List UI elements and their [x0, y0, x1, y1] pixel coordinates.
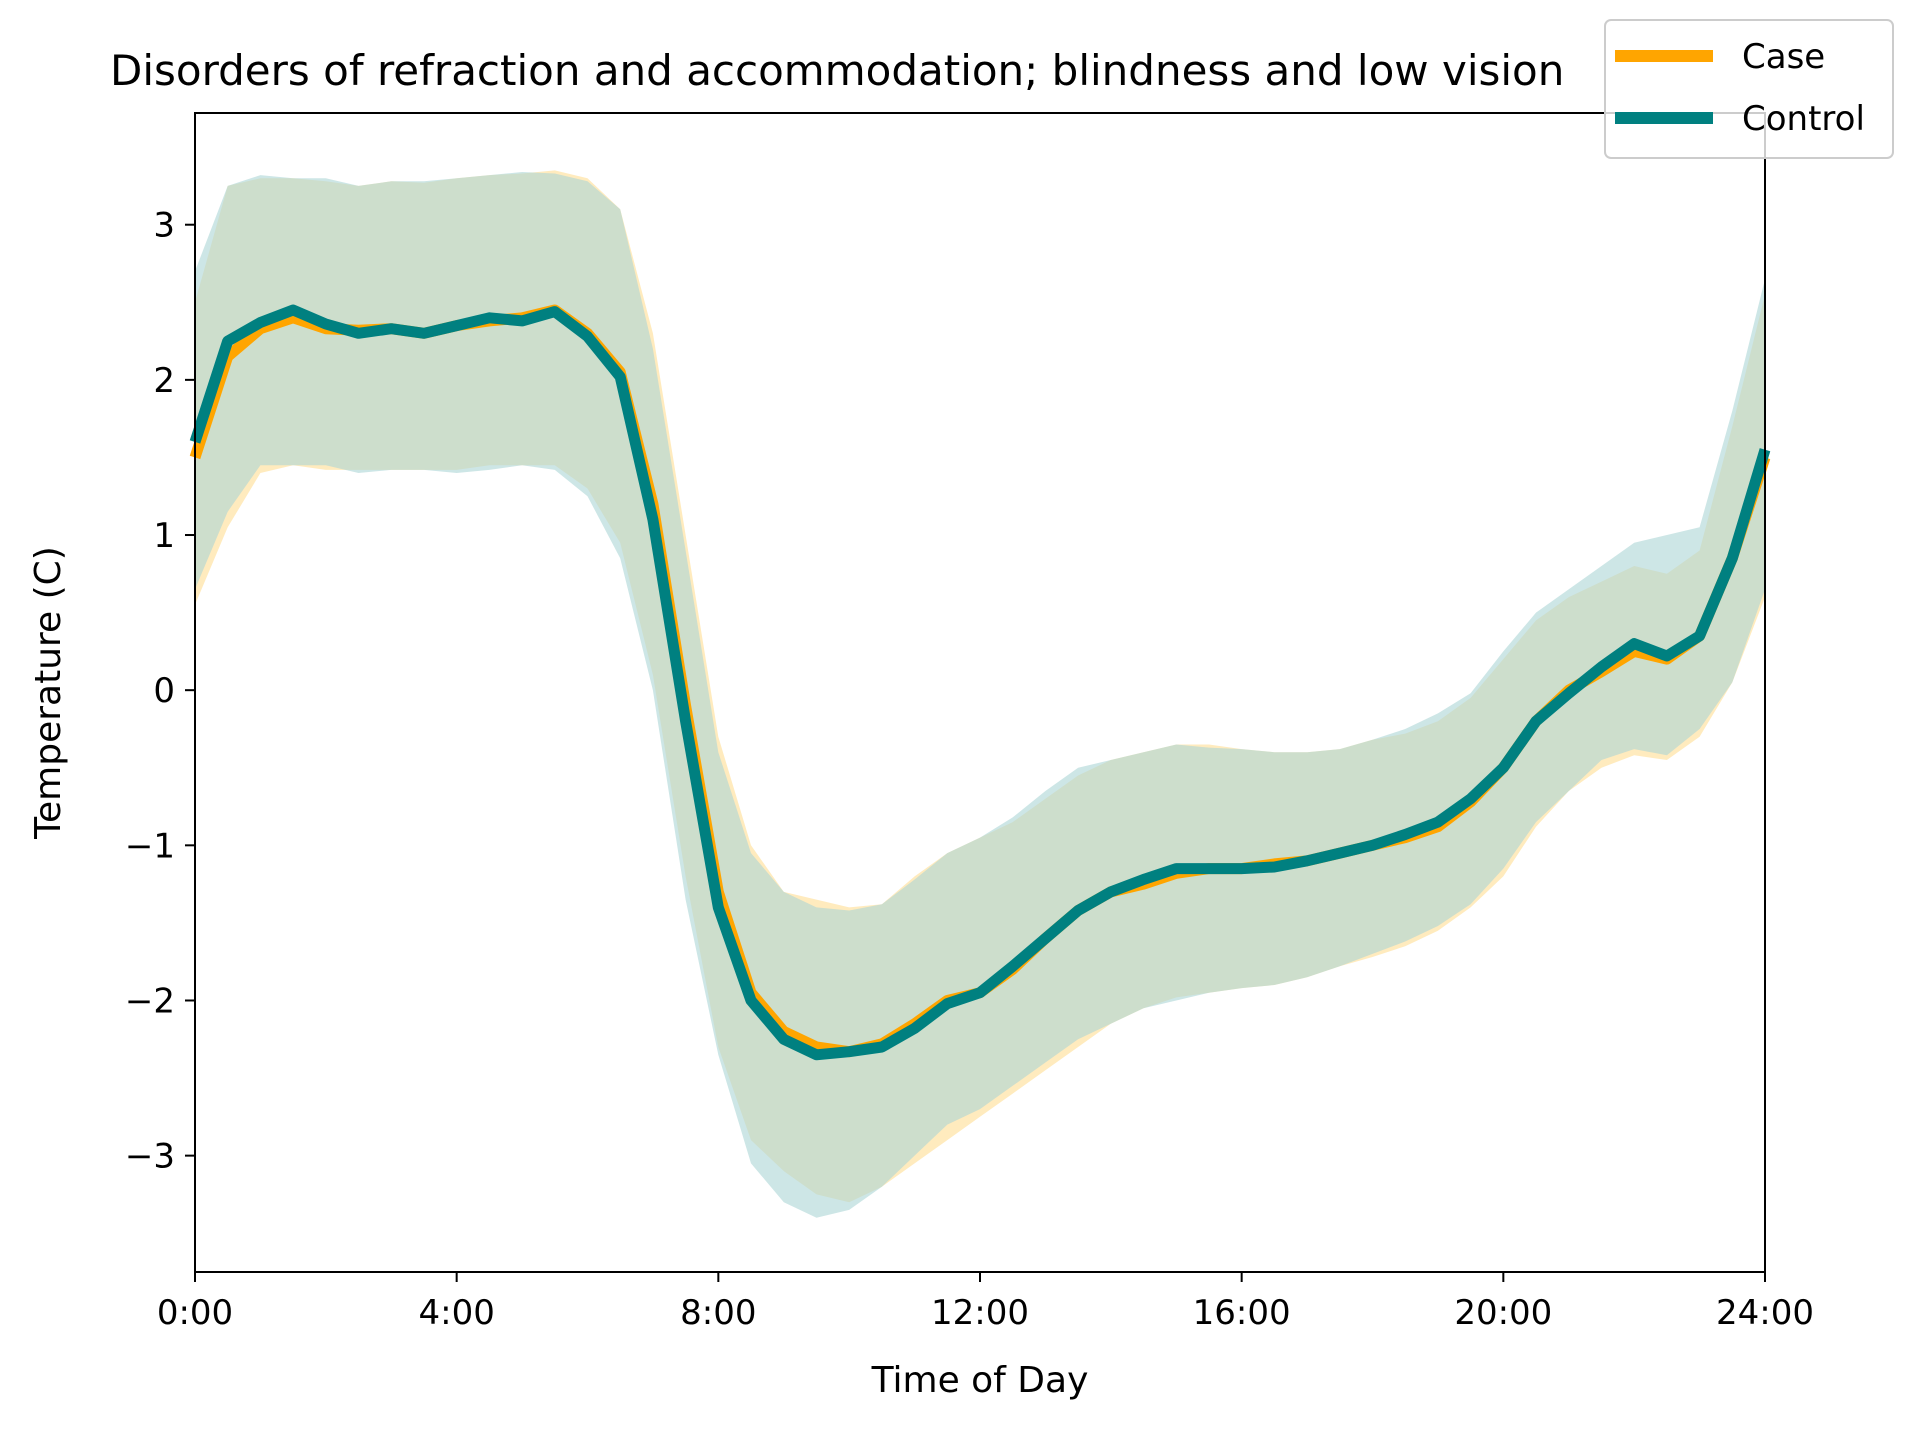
- y-tick-label: −2: [125, 981, 175, 1021]
- band-control: [195, 172, 1765, 1218]
- x-tick-label: 0:00: [157, 1293, 233, 1333]
- y-tick-label: −3: [125, 1137, 175, 1177]
- y-tick-label: −1: [125, 826, 175, 866]
- x-axis-ticks: 0:00 4:00 8:00 12:00 16:00 20:00 24:00: [157, 1272, 1814, 1333]
- y-tick-label: 3: [153, 206, 175, 246]
- confidence-bands: [195, 170, 1765, 1218]
- chart-title: Disorders of refraction and accommodatio…: [110, 46, 1564, 95]
- y-axis-ticks: 3 2 1 0 −1 −2 −3: [125, 206, 195, 1177]
- line-control: [189, 304, 1771, 1061]
- y-tick-label: 2: [153, 361, 175, 401]
- y-axis-label: Temperature (C): [28, 546, 69, 840]
- x-tick-label: 20:00: [1454, 1293, 1552, 1333]
- y-tick-label: 1: [153, 516, 175, 556]
- x-axis-label: Time of Day: [871, 1360, 1089, 1401]
- legend-label-case: Case: [1742, 37, 1825, 77]
- mean-lines: [189, 304, 1771, 1061]
- x-tick-label: 12:00: [931, 1293, 1029, 1333]
- y-tick-label: 0: [153, 671, 175, 711]
- x-tick-label: 24:00: [1716, 1293, 1814, 1333]
- x-tick-label: 4:00: [418, 1293, 494, 1333]
- legend: Case Control: [1604, 19, 1894, 159]
- x-tick-label: 16:00: [1193, 1293, 1291, 1333]
- legend-label-control: Control: [1742, 99, 1865, 139]
- x-tick-label: 8:00: [680, 1293, 756, 1333]
